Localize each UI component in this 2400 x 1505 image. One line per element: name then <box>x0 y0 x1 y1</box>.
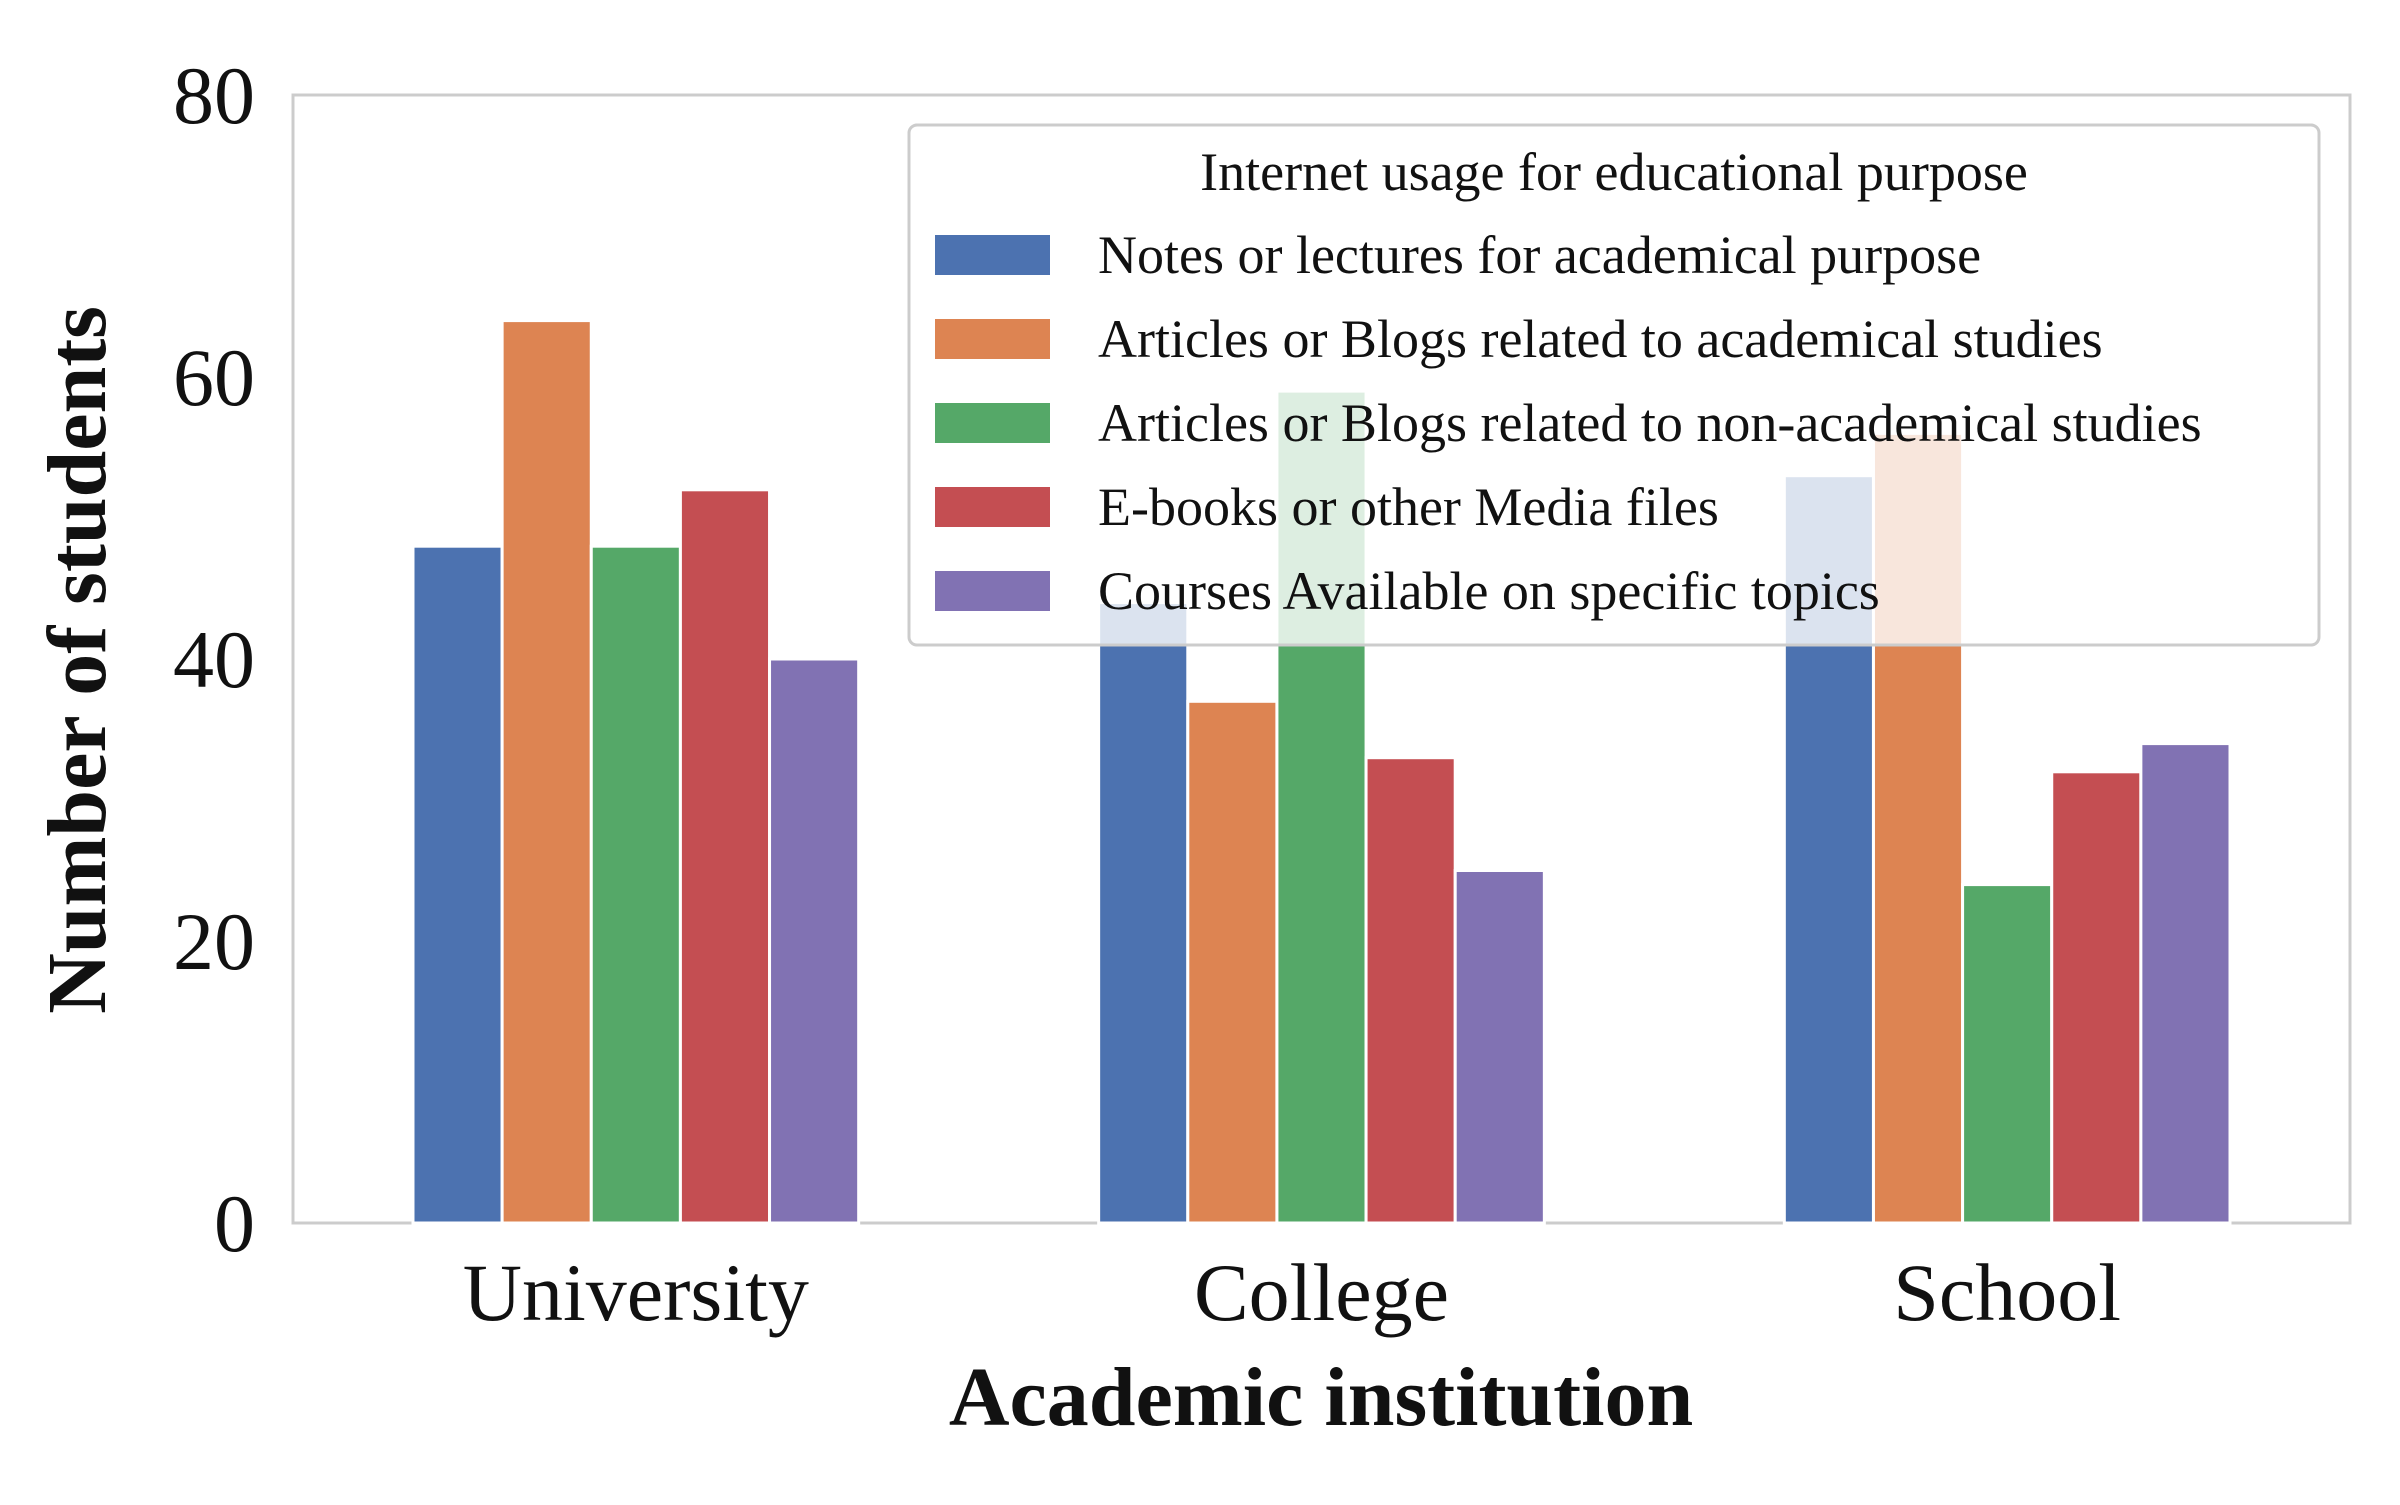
legend-box <box>907 123 2321 647</box>
x-tick-label: University <box>463 1247 809 1338</box>
y-tick-label: 40 <box>173 614 255 705</box>
bar-university-series-5 <box>768 657 861 1225</box>
bar-university-series-3 <box>589 544 682 1225</box>
bar-university-series-4 <box>678 488 772 1225</box>
legend-entries: Notes or lectures for academical purpose… <box>935 225 2202 621</box>
bar-college-series-2 <box>1186 699 1279 1225</box>
legend-label: Notes or lectures for academical purpose <box>1098 225 1981 285</box>
legend-title: Internet usage for educational purpose <box>1200 142 2028 202</box>
bar-college-series-4 <box>1364 756 1457 1225</box>
legend-label: Courses Available on specific topics <box>1098 561 1880 621</box>
x-tick-labels: University College School <box>463 1247 2121 1338</box>
x-tick-label: School <box>1893 1247 2121 1338</box>
legend-label: Articles or Blogs related to non-academi… <box>1098 393 2202 453</box>
bar-university-series-2 <box>500 319 593 1225</box>
x-axis-title: Academic institution <box>949 1351 1693 1444</box>
legend-swatch <box>935 487 1050 527</box>
legend: Internet usage for educational purpose N… <box>907 123 2321 647</box>
x-tick-label: College <box>1194 1247 1449 1338</box>
legend-swatch <box>935 403 1050 443</box>
bar-school-series-4 <box>2050 770 2143 1225</box>
y-tick-labels: 0 20 40 60 80 <box>173 50 255 1269</box>
legend-swatch <box>935 571 1050 611</box>
y-tick-label: 80 <box>173 50 255 141</box>
bars-group <box>411 319 2232 1225</box>
bar-college-series-5 <box>1453 869 1546 1225</box>
y-tick-label: 0 <box>214 1178 255 1269</box>
legend-label: Articles or Blogs related to academical … <box>1098 309 2103 369</box>
y-axis-title: Number of students <box>31 306 124 1014</box>
legend-label: E-books or other Media files <box>1098 477 1719 537</box>
bar-school-series-5 <box>2139 742 2232 1225</box>
bar-school-series-3 <box>1961 883 2054 1225</box>
y-tick-label: 60 <box>173 332 255 423</box>
legend-swatch <box>935 319 1050 359</box>
y-tick-label: 20 <box>173 896 255 987</box>
bar-college-series-1 <box>1097 601 1190 1225</box>
bar-university-series-1 <box>411 544 504 1225</box>
legend-swatch <box>935 235 1050 275</box>
